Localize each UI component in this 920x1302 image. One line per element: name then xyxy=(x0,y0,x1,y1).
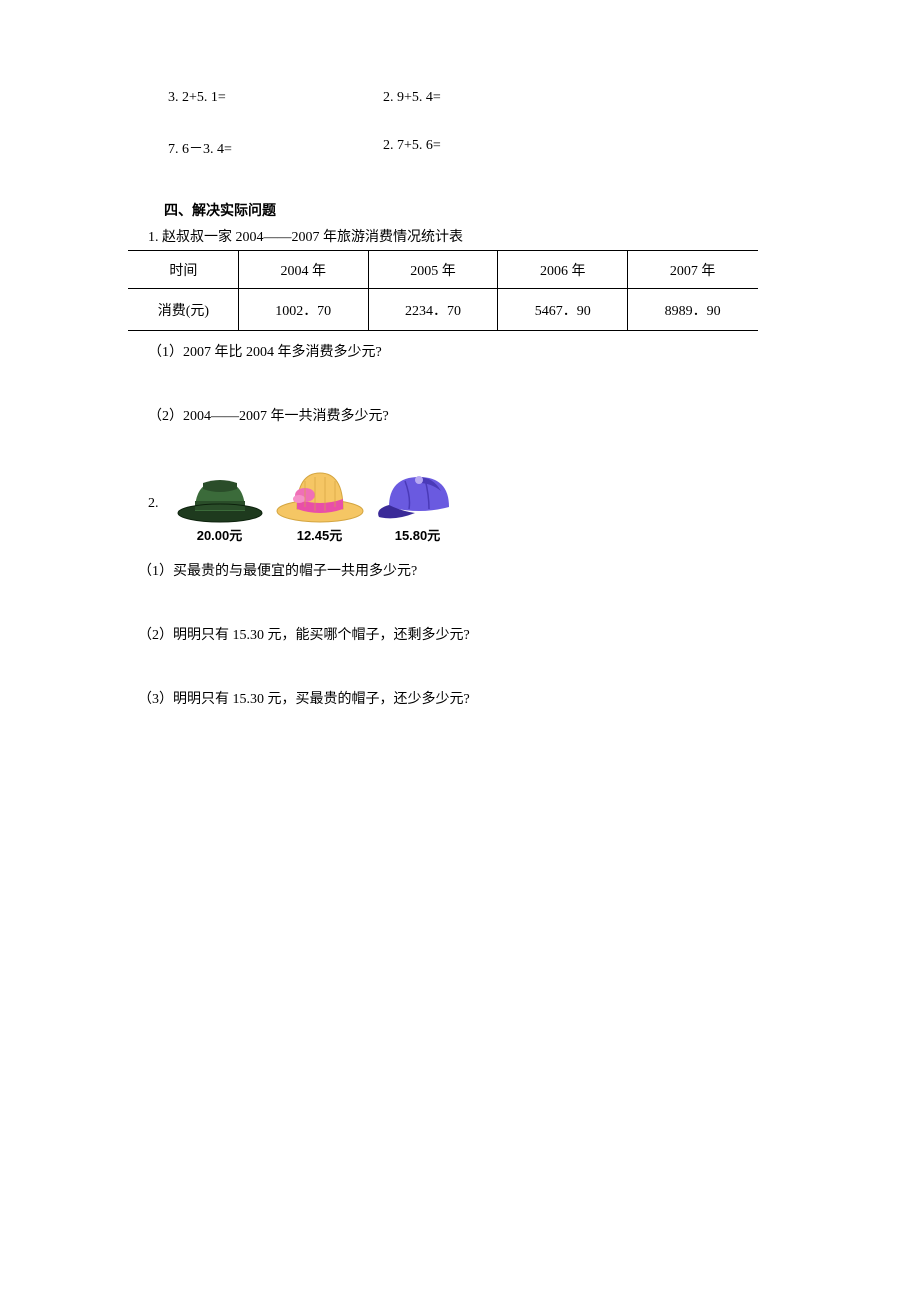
hat-3: 15.80元 xyxy=(375,469,461,544)
equation-1-right: 2. 9+5. 4= xyxy=(383,90,441,106)
q1-sub2: （2）2004——2007 年一共消费多少元? xyxy=(148,405,800,425)
equation-row-2: 7. 6－3. 4= 2. 7+5. 6= xyxy=(168,138,800,158)
q2-sub3: （3）明明只有 15.30 元，买最贵的帽子，还少多少元? xyxy=(138,688,800,708)
table-row: 时间 2004 年 2005 年 2006 年 2007 年 xyxy=(129,251,758,289)
hat-1: 20.00元 xyxy=(175,469,265,544)
q2-number: 2. xyxy=(148,496,159,512)
cell-value-2005: 2234．70 xyxy=(368,289,498,331)
sun-hat-icon xyxy=(275,463,365,523)
cell-expense-header: 消费(元) xyxy=(129,289,239,331)
hat-1-price: 20.00元 xyxy=(197,525,243,544)
hat-2: 12.45元 xyxy=(275,463,365,544)
q1-sub1: （1）2007 年比 2004 年多消费多少元? xyxy=(148,341,800,361)
cell-value-2007: 8989．90 xyxy=(628,289,758,331)
q1-intro: 1. 赵叔叔一家 2004——2007 年旅游消费情况统计表 xyxy=(148,226,800,246)
equation-2-left: 7. 6－3. 4= xyxy=(168,138,383,158)
table-row: 消费(元) 1002．70 2234．70 5467．90 8989．90 xyxy=(129,289,758,331)
q2-hats-row: 2. 20.00元 12.45元 xyxy=(148,463,800,544)
cell-time-header: 时间 xyxy=(129,251,239,289)
section-4-heading: 四、解决实际问题 xyxy=(164,200,800,220)
baseball-cap-icon xyxy=(375,469,461,523)
hat-2-price: 12.45元 xyxy=(297,525,343,544)
cell-year-2006: 2006 年 xyxy=(498,251,628,289)
cell-value-2006: 5467．90 xyxy=(498,289,628,331)
expense-table: 时间 2004 年 2005 年 2006 年 2007 年 消费(元) 100… xyxy=(128,250,758,331)
equation-row-1: 3. 2+5. 1= 2. 9+5. 4= xyxy=(168,90,800,106)
q2-sub2: （2）明明只有 15.30 元，能买哪个帽子，还剩多少元? xyxy=(138,624,800,644)
cell-value-2004: 1002．70 xyxy=(238,289,368,331)
hat-3-price: 15.80元 xyxy=(395,525,441,544)
cell-year-2007: 2007 年 xyxy=(628,251,758,289)
equation-1-left: 3. 2+5. 1= xyxy=(168,90,383,106)
cell-year-2004: 2004 年 xyxy=(238,251,368,289)
q2-sub1: （1）买最贵的与最便宜的帽子一共用多少元? xyxy=(138,560,800,580)
fedora-hat-icon xyxy=(175,469,265,523)
equation-2-right: 2. 7+5. 6= xyxy=(383,138,441,158)
cell-year-2005: 2005 年 xyxy=(368,251,498,289)
